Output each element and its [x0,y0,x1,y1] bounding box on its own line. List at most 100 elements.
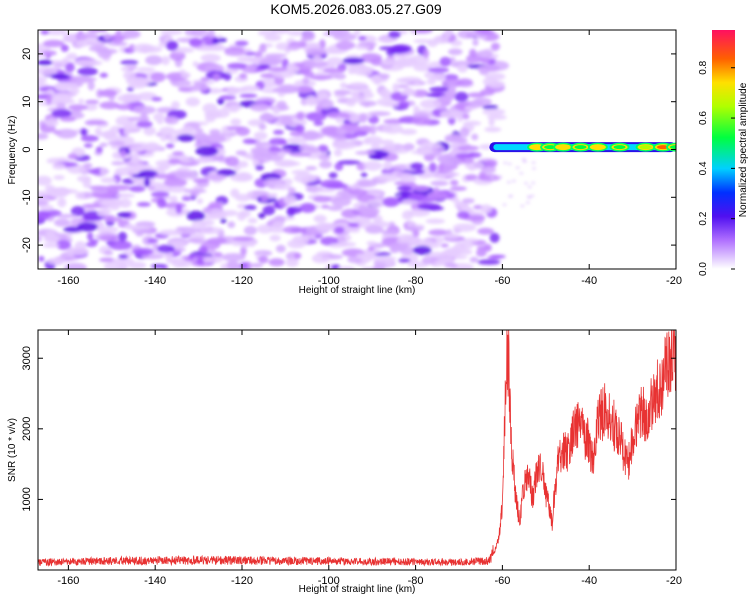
x-tick-label: -20 [666,575,682,587]
noise-blob [56,102,66,111]
noise-blob [240,85,260,92]
noise-blob [53,175,65,180]
noise-blob [45,94,52,105]
noise-blob [312,55,322,63]
noise-blob [257,64,271,69]
noise-blob [240,245,247,257]
noise-blob [98,89,118,97]
noise-blob [320,236,339,246]
noise-blob [103,250,114,256]
y-tick-label: 20 [21,48,33,60]
noise-blob [44,30,68,36]
noise-speck [507,162,512,166]
noise-blob [90,60,103,66]
noise-blob [136,67,156,72]
noise-blob [172,151,185,156]
noise-blob [304,60,329,68]
noise-blob [292,235,310,245]
noise-blob [380,229,401,235]
noise-blob [168,158,182,165]
noise-blob [250,263,264,268]
noise-blob [335,127,347,135]
noise-blob [56,128,78,139]
noise-blob [83,143,93,148]
noise-blob [489,232,500,243]
noise-blob [377,37,399,42]
noise-blob [462,238,479,243]
snr-series-line [38,330,676,567]
noise-blob [48,93,72,103]
noise-blob [367,111,391,117]
noise-blob [360,66,373,77]
noise-speck [503,161,508,165]
noise-blob [317,144,329,152]
noise-blob [305,112,327,122]
noise-blob [455,202,467,208]
noise-blob [189,37,203,47]
noise-blob [302,77,310,85]
y-tick-label: 2000 [21,417,33,441]
noise-blob [399,90,412,96]
signal-hotspot [557,145,570,150]
noise-blob [428,162,437,173]
noise-speck [520,204,525,208]
noise-blob [354,150,376,155]
noise-blob [67,153,78,160]
noise-blob [322,256,331,262]
noise-blob [462,113,470,120]
noise-blob [384,257,394,267]
noise-blob [214,66,222,72]
noise-blob [457,145,479,151]
noise-blob [42,243,60,248]
noise-blob [337,160,361,165]
noise-blob [153,112,165,122]
noise-blob [167,135,180,143]
noise-blob [342,242,357,247]
noise-blob [153,185,172,194]
noise-blob [413,39,432,44]
noise-blob [179,156,194,163]
noise-blob [285,258,299,268]
noise-blob [82,178,92,189]
noise-blob [169,51,186,61]
snr-xlabel: Height of straight line (km) [299,584,416,595]
spectrogram-xlabel: Height of straight line (km) [299,285,416,296]
noise-blob [272,221,284,229]
noise-blob [57,197,67,208]
noise-blob [349,82,367,88]
noise-blob [247,217,258,224]
noise-blob [408,193,425,201]
noise-blob [153,173,177,179]
noise-speck [530,194,535,198]
noise-blob [43,234,60,244]
noise-blob [227,221,236,229]
noise-blob [478,171,487,180]
noise-blob [208,201,221,211]
noise-blob [399,128,417,135]
noise-blob [334,226,345,234]
noise-blob [477,227,494,235]
noise-blob [38,235,42,243]
noise-blob [221,253,246,262]
signal-hotspot [574,145,587,150]
noise-blob [370,124,377,135]
colorbar-tick-label: 0.4 [698,161,709,175]
noise-blob [240,261,248,269]
noise-blob [295,124,305,133]
noise-blob [262,112,272,119]
noise-blob [439,56,452,67]
noise-blob [161,55,170,66]
spectrogram-panel: -160 -140 -120 -100 -80 -60 -40 -20-20-1001020 … [7,29,682,296]
noise-blob [236,172,252,181]
noise-blob [396,84,409,89]
noise-blob [423,48,430,59]
noise-blob [488,118,495,127]
noise-blob [159,126,176,136]
noise-blob [54,218,71,227]
noise-blob [38,76,47,84]
noise-blob [456,211,470,220]
noise-blob [70,75,93,84]
noise-blob [296,111,305,121]
